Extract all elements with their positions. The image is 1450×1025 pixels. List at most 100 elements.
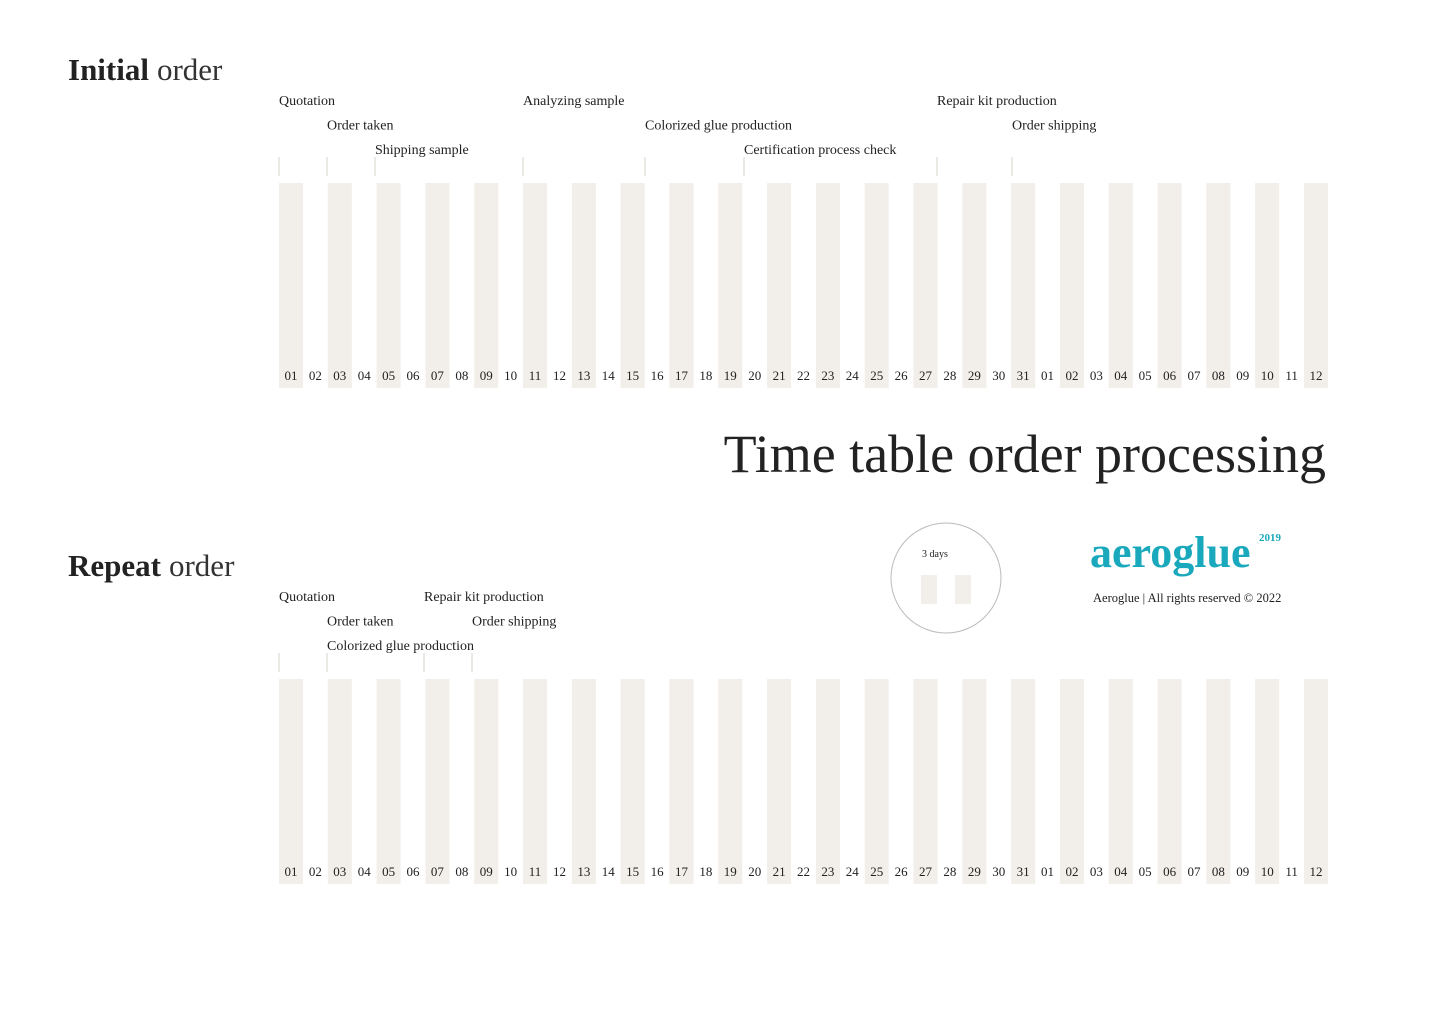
day-label: 18 — [699, 864, 712, 879]
day-label: 11 — [1285, 368, 1298, 383]
day-label: 09 — [1236, 864, 1249, 879]
day-column — [718, 183, 743, 388]
day-label: 18 — [699, 368, 712, 383]
day-column — [327, 679, 352, 884]
milestone-label: Order shipping — [472, 615, 556, 630]
day-label: 10 — [504, 864, 517, 879]
day-label: 24 — [846, 368, 860, 383]
day-label: 06 — [1163, 368, 1177, 383]
day-label: 07 — [431, 368, 445, 383]
day-column — [1255, 679, 1280, 884]
day-column — [767, 183, 792, 388]
milestone-label: Colorized glue production — [327, 639, 474, 654]
day-label: 13 — [577, 368, 590, 383]
day-label: 04 — [358, 864, 372, 879]
day-label: 09 — [1236, 368, 1249, 383]
footer: Aeroglue | All rights reserved © 2022 — [1093, 591, 1281, 605]
day-column — [327, 183, 352, 388]
day-column — [1157, 679, 1182, 884]
day-column — [1011, 679, 1036, 884]
day-column — [864, 183, 889, 388]
day-label: 07 — [1187, 864, 1201, 879]
day-label: 30 — [992, 368, 1005, 383]
day-label: 28 — [943, 864, 956, 879]
milestone-label: Repair kit production — [937, 94, 1057, 109]
section-title: Repeat order — [68, 548, 235, 583]
day-column — [1011, 183, 1036, 388]
day-column — [1108, 679, 1133, 884]
page-title: Time table order processing — [724, 424, 1326, 484]
section-title-rest: order — [157, 52, 223, 87]
milestone-label: Order shipping — [1012, 119, 1096, 134]
section-title-bold: Repeat — [68, 548, 162, 583]
day-label: 05 — [382, 368, 395, 383]
day-label: 10 — [1261, 864, 1274, 879]
day-column — [864, 679, 889, 884]
day-label: 10 — [504, 368, 517, 383]
day-label: 19 — [724, 864, 737, 879]
day-column — [376, 183, 401, 388]
day-label: 03 — [333, 368, 346, 383]
day-column — [913, 183, 938, 388]
day-label: 21 — [773, 368, 786, 383]
logo: aeroglue — [1090, 528, 1251, 577]
day-label: 16 — [651, 864, 665, 879]
day-column — [523, 679, 548, 884]
day-column — [669, 183, 694, 388]
day-label: 26 — [895, 368, 909, 383]
day-label: 22 — [797, 368, 810, 383]
day-label: 02 — [309, 368, 322, 383]
milestone-label: Quotation — [279, 94, 335, 109]
day-label: 31 — [1017, 368, 1030, 383]
day-column — [669, 679, 694, 884]
legend-circle — [890, 522, 1002, 634]
day-column — [425, 679, 450, 884]
day-label: 06 — [407, 368, 421, 383]
day-label: 01 — [285, 864, 298, 879]
day-label: 31 — [1017, 864, 1030, 879]
day-label: 23 — [821, 864, 834, 879]
day-column — [474, 679, 499, 884]
legend-bar — [921, 575, 937, 604]
day-label: 04 — [358, 368, 372, 383]
day-column — [425, 183, 450, 388]
day-label: 01 — [285, 368, 298, 383]
day-label: 02 — [1065, 368, 1078, 383]
section-title-rest: order — [169, 548, 235, 583]
day-label: 08 — [1212, 864, 1225, 879]
day-label: 08 — [455, 864, 468, 879]
logo-year: 2019 — [1259, 532, 1282, 544]
day-column — [913, 679, 938, 884]
day-label: 12 — [1310, 864, 1323, 879]
milestone-label: Colorized glue production — [645, 119, 792, 134]
day-label: 20 — [748, 864, 761, 879]
day-label: 12 — [1310, 368, 1323, 383]
day-column — [279, 679, 303, 884]
day-label: 20 — [748, 368, 761, 383]
day-label: 30 — [992, 864, 1005, 879]
day-column — [962, 679, 987, 884]
day-label: 04 — [1114, 864, 1128, 879]
day-column — [279, 183, 303, 388]
day-label: 12 — [553, 864, 566, 879]
day-label: 13 — [577, 864, 590, 879]
day-label: 04 — [1114, 368, 1128, 383]
day-column — [571, 183, 596, 388]
day-label: 23 — [821, 368, 834, 383]
day-column — [1206, 183, 1231, 388]
day-label: 11 — [529, 864, 542, 879]
day-label: 25 — [870, 864, 883, 879]
day-column — [1206, 679, 1231, 884]
day-column — [523, 183, 548, 388]
day-column — [815, 183, 840, 388]
day-label: 24 — [846, 864, 860, 879]
day-label: 29 — [968, 864, 981, 879]
day-column — [1059, 679, 1084, 884]
milestone-label: Certification process check — [744, 143, 896, 158]
day-label: 03 — [1090, 368, 1103, 383]
day-label: 09 — [480, 368, 493, 383]
section-title-bold: Initial — [68, 52, 149, 87]
day-label: 19 — [724, 368, 737, 383]
day-column — [620, 679, 645, 884]
